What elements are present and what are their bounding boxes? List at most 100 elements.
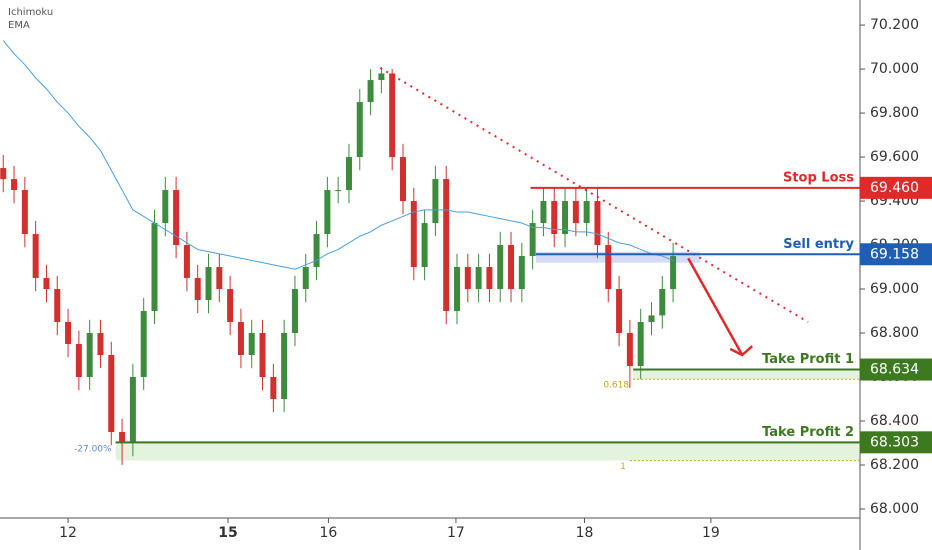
y-tick-label: 68.800 (870, 325, 919, 341)
candle-body (637, 322, 644, 367)
candle-body (0, 168, 7, 180)
price-badge (860, 176, 932, 199)
candle-body (97, 333, 104, 356)
candle-body (281, 333, 288, 400)
level-name: Take Profit 1 (762, 352, 854, 367)
candle-body (389, 73, 396, 158)
candle-body (345, 157, 352, 191)
fib-label: 0.618 (603, 381, 629, 391)
candle-body (259, 333, 266, 378)
candle-body (508, 245, 515, 290)
fib-label: -27.00% (74, 444, 112, 454)
candle-body (648, 315, 655, 323)
candle-body (140, 311, 147, 378)
candle-body (205, 267, 212, 301)
candle-body (227, 289, 234, 323)
candle-body (248, 333, 255, 356)
candle-body (216, 267, 223, 290)
candle-body (75, 344, 82, 378)
candle-body (464, 267, 471, 290)
candle-body (486, 267, 493, 290)
candle-body (21, 190, 28, 235)
candle-body (421, 223, 428, 268)
candle-body (162, 190, 169, 224)
candle-body (605, 245, 612, 290)
candle-body (670, 256, 677, 290)
candle-body (108, 355, 115, 432)
y-tick-label: 70.000 (870, 61, 919, 77)
y-tick-label: 68.000 (870, 501, 919, 517)
candle-body (572, 201, 579, 224)
y-tick-label: 69.000 (870, 281, 919, 297)
y-tick-label: 69.600 (870, 149, 919, 165)
candle-body (432, 179, 439, 224)
candle-body (497, 245, 504, 290)
indicator-label: EMA (8, 20, 30, 31)
fib-label: 1 (620, 462, 626, 472)
candle-body (86, 333, 93, 378)
arrow-head (729, 345, 754, 357)
candle-body (356, 102, 363, 158)
price-badge (860, 358, 932, 381)
y-tick-label: 68.400 (870, 413, 919, 429)
candle-body (324, 190, 331, 235)
price-badge (860, 431, 932, 454)
arrow (687, 257, 744, 356)
y-tick-label: 69.800 (870, 105, 919, 121)
candle-body (410, 201, 417, 268)
candle-body (399, 157, 406, 202)
candle-body (129, 377, 136, 443)
candle-body (65, 322, 72, 345)
x-tick-label: 18 (576, 525, 594, 541)
candle-body (32, 234, 39, 279)
candle-body (475, 267, 482, 290)
level-name: Take Profit 2 (762, 425, 854, 440)
candle-body (443, 179, 450, 312)
candle-body (335, 190, 342, 192)
candle-body (583, 201, 590, 224)
candle-body (551, 201, 558, 235)
x-tick-label: 19 (702, 525, 720, 541)
candle-body (237, 322, 244, 356)
candle-body (313, 234, 320, 268)
price-badge-label: 68.303 (870, 434, 919, 450)
trendline (379, 67, 809, 323)
candle-body (367, 80, 374, 103)
candle-body (529, 223, 536, 257)
candle-body (291, 289, 298, 334)
candle-body (119, 431, 126, 443)
candle-body (659, 289, 666, 316)
level-name: Sell entry (783, 237, 854, 252)
price-badge-label: 69.460 (870, 180, 919, 196)
y-tick-label: 68.200 (870, 457, 919, 473)
zone (535, 251, 701, 263)
x-tick-label: 16 (320, 525, 338, 541)
y-tick-label: 70.200 (870, 17, 919, 33)
x-tick-label: 17 (447, 525, 465, 541)
ema-line (2, 40, 674, 270)
zone (115, 442, 860, 461)
candle-body (378, 73, 385, 81)
candle-body (616, 289, 623, 334)
candle-body (11, 179, 18, 191)
candle-body (151, 223, 158, 312)
candle-body (540, 201, 547, 224)
candle-body (594, 201, 601, 246)
candle-body (43, 278, 50, 290)
candle-body (270, 377, 277, 400)
candle-body (454, 267, 461, 312)
price-badge-label: 69.158 (870, 246, 919, 262)
candle-body (173, 190, 180, 246)
price-badge-label: 68.634 (870, 362, 919, 378)
candle-body (562, 201, 569, 235)
candle-body (302, 267, 309, 290)
candle-body (626, 333, 633, 367)
price-badge (860, 243, 932, 266)
x-tick-label: 12 (59, 525, 77, 541)
candle-body (518, 256, 525, 290)
candle-body (183, 245, 190, 279)
zone (633, 369, 860, 380)
candle-body (54, 289, 61, 323)
level-name: Stop Loss (783, 170, 854, 185)
